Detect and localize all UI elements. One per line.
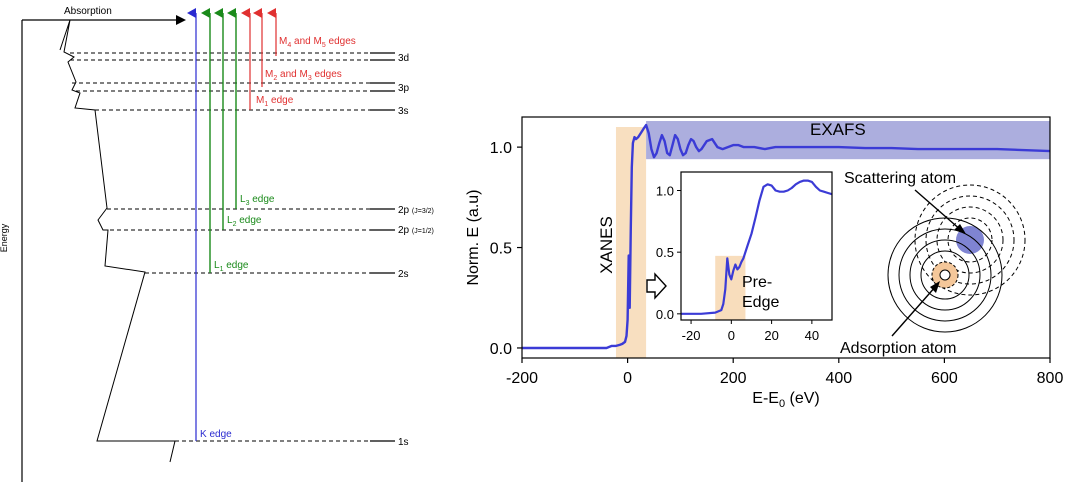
inset-x-tick-label: 0 <box>728 328 735 343</box>
adsorption-atom-label: Adsorption atom <box>840 340 957 357</box>
absorption-edge-curve <box>59 19 176 463</box>
main-series <box>522 123 1051 350</box>
y-tick-label: 1.0 <box>490 140 512 157</box>
absorb-wave-4 <box>887 217 1003 333</box>
absorption-arrow-head <box>176 15 186 25</box>
level-label-3d: 3d <box>398 53 409 64</box>
m45-edge-label: M4 and M5 edges <box>279 36 356 49</box>
absorb-wave-2 <box>909 239 981 311</box>
scatter-wave-1 <box>947 217 993 263</box>
scattering-atom-label: Scattering atom <box>844 170 956 187</box>
level-label-2p12: 2p (J=1/2) <box>398 225 434 236</box>
level-label-2p32: 2p (J=3/2) <box>398 205 434 216</box>
level-label-1s: 1s <box>398 437 409 448</box>
level-label-3s: 3s <box>398 106 409 117</box>
scattering-pointer-line <box>914 189 963 232</box>
absorb-wave-3 <box>898 228 992 322</box>
inset-y-tick-label: 1.0 <box>656 184 674 199</box>
adsorption-atom-outline <box>931 261 959 289</box>
inset-series-line <box>681 179 833 315</box>
x-tick-label: 400 <box>825 370 852 387</box>
l3-edge-label: L3 edge <box>240 194 275 207</box>
k-edge-label: K edge <box>200 429 232 440</box>
adsorption-atom-core <box>939 269 951 281</box>
x-tick-label: 200 <box>720 370 747 387</box>
level-label-3p: 3p <box>398 83 410 94</box>
inset-frame <box>680 171 833 321</box>
inset-background <box>681 172 832 320</box>
energy-level-diagram: Energy Absorption 3d 3p <box>0 6 434 482</box>
x-tick-label: 0 <box>623 370 632 387</box>
pre-edge-label-line1: Pre- <box>742 274 772 291</box>
l1-edge-label: L1 edge <box>214 260 249 273</box>
inset-x-tick-label: 40 <box>805 328 819 343</box>
scattering-pointer-head <box>954 224 966 234</box>
edge-arrows: K edge L1 edge L2 edge L3 edge M1 edge M… <box>187 8 356 441</box>
scatter-wave-2 <box>936 206 1004 274</box>
absorption-label: Absorption <box>64 6 112 17</box>
m1-edge-label: M1 edge <box>256 95 294 108</box>
x-tick-label: 800 <box>1037 370 1064 387</box>
x-tick-label: 600 <box>931 370 958 387</box>
scatter-wave-3 <box>925 195 1015 285</box>
inset-pointer-arrow <box>646 272 667 300</box>
energy-levels: 3d 3p 3s 2p (J=3/2) 2p (J=1/2) <box>70 52 434 448</box>
pre-edge-label-line2: Edge <box>742 294 779 311</box>
adsorption-pointer-head <box>930 281 940 293</box>
y-tick-label: 0.5 <box>490 241 512 258</box>
chart-frame <box>521 116 1051 359</box>
scattering-illustration: Scattering atom Adsorption atom <box>840 170 1026 357</box>
exafs-label: EXAFS <box>810 120 866 139</box>
level-label-2s: 2s <box>398 269 409 280</box>
absorb-wave-1 <box>920 250 970 300</box>
scatter-wave-4 <box>914 184 1026 296</box>
energy-axis-label: Energy <box>0 223 9 252</box>
y-tick-label: 0.0 <box>490 341 512 358</box>
inset-x-tick-label: -20 <box>682 328 701 343</box>
inset-y-tick-label: 0.5 <box>656 245 674 260</box>
inset-chart: -20 0 20 40 0.0 0.5 1.0 Pre- Edge <box>656 171 833 344</box>
series-line-0 <box>522 123 1051 350</box>
y-axis-label: Norm. E (a.u) <box>465 189 482 285</box>
inset-y-tick-label: 0.0 <box>656 307 674 322</box>
m23-edge-label: M2 and M3 edges <box>265 69 342 82</box>
x-tick-label: -200 <box>506 370 538 387</box>
l2-edge-label: L2 edge <box>227 215 262 228</box>
adsorption-pointer-line <box>891 285 937 337</box>
x-axis-label: E-E0 (eV) <box>752 390 819 410</box>
inset-axis-ticks: -20 0 20 40 0.0 0.5 1.0 <box>656 184 819 344</box>
inset-series <box>681 179 833 315</box>
inset-x-tick-label: 20 <box>764 328 778 343</box>
xanes-label: XANES <box>597 216 616 274</box>
